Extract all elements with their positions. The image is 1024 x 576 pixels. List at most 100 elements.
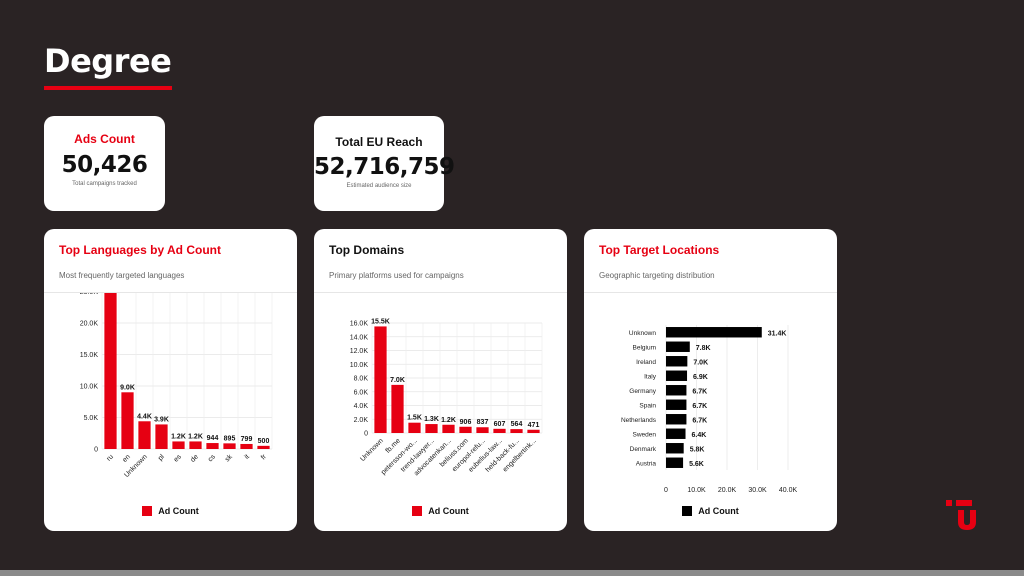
data-label: 7.8K xyxy=(696,345,711,352)
y-tick-label: Germany xyxy=(629,388,656,395)
domains-chart: 0 2.0K 4.0K 6.0K 8.0K 10.0K 12.0K 14.0K 16.0K 15.… xyxy=(350,318,543,477)
y-tick-label: 2.0K xyxy=(354,417,369,424)
y-tick-label: Spain xyxy=(639,402,656,409)
x-tick-label: cs xyxy=(207,453,217,463)
data-label: 1.5K xyxy=(407,415,422,422)
y-tick-label: 16.0K xyxy=(350,321,369,328)
data-label: 9.0K xyxy=(120,384,135,391)
data-label: 799 xyxy=(241,436,253,443)
x-tick-label: Unknown xyxy=(359,437,385,463)
bar xyxy=(155,424,168,449)
bar xyxy=(374,326,387,433)
ads-count-value: 50,426 xyxy=(61,152,148,178)
legend-swatch xyxy=(682,505,693,516)
data-label: 837 xyxy=(477,419,489,426)
bar xyxy=(172,441,185,449)
y-tick-label: 10.0K xyxy=(350,362,369,369)
data-label: 7.0K xyxy=(390,377,405,384)
x-tick-label: ru xyxy=(106,453,115,462)
bar xyxy=(240,443,253,449)
data-label: 1.2K xyxy=(188,433,203,440)
bar xyxy=(666,428,686,439)
data-label: 7.0K xyxy=(693,359,708,366)
bar xyxy=(459,426,472,433)
page-title: Degree xyxy=(44,42,172,80)
data-label: 906 xyxy=(460,419,472,426)
y-tick-label: 14.0K xyxy=(350,334,369,341)
data-label: 500 xyxy=(258,438,270,445)
y-tick-label: Italy xyxy=(644,373,657,380)
domains-title: Top Domains xyxy=(329,243,405,257)
bar xyxy=(121,392,134,449)
bar xyxy=(138,421,151,449)
y-tick-label: 10.0K xyxy=(80,384,99,391)
legend-label: Ad Count xyxy=(428,506,469,516)
bar xyxy=(476,427,489,433)
bar xyxy=(442,424,455,433)
y-tick-label: Denmark xyxy=(630,446,657,453)
y-tick-label: 5.0K xyxy=(84,415,99,422)
y-tick-label: Netherlands xyxy=(621,417,657,424)
bar xyxy=(666,370,688,381)
y-tick-label: 15.0K xyxy=(80,352,99,359)
data-label: 5.6K xyxy=(689,461,704,468)
y-tick-label: 12.0K xyxy=(350,348,369,355)
languages-legend[interactable]: Ad Count xyxy=(44,505,297,517)
legend-label: Ad Count xyxy=(158,506,199,516)
domains-legend[interactable]: Ad Count xyxy=(314,505,567,517)
bar xyxy=(391,384,404,433)
eu-reach-label: Total EU Reach xyxy=(335,135,423,149)
data-label: 1.2K xyxy=(441,417,456,424)
bar xyxy=(527,429,540,433)
languages-chart: 05.0K10.0K15.0K20.0K25.0K30.0K26.9Kru9.0… xyxy=(80,293,273,479)
data-label: 564 xyxy=(511,421,523,428)
bar xyxy=(223,443,236,449)
eu-reach-sub: Estimated audience size xyxy=(346,183,412,189)
bar xyxy=(425,424,438,433)
y-tick-label: 8.0K xyxy=(354,376,369,383)
data-label: 607 xyxy=(494,421,506,428)
bar xyxy=(257,445,270,449)
data-label: 1.3K xyxy=(424,416,439,423)
legend-swatch xyxy=(142,505,153,516)
eu-reach-value: 52,716,759 xyxy=(314,154,455,180)
x-tick-label: es xyxy=(173,453,184,464)
y-tick-label: 0 xyxy=(94,447,98,454)
divider xyxy=(314,292,567,293)
bar xyxy=(493,428,506,433)
ads-count-sub: Total campaigns tracked xyxy=(72,181,137,187)
ads-count-label: Ads Count xyxy=(74,132,135,146)
y-tick-label: Sweden xyxy=(633,431,657,438)
x-tick-label: 10.0K xyxy=(687,487,706,493)
bar xyxy=(666,356,688,367)
data-label: 5.8K xyxy=(690,446,705,453)
data-label: 6.4K xyxy=(692,432,707,439)
y-tick-label: 4.0K xyxy=(354,403,369,410)
x-tick-label: en xyxy=(121,453,132,464)
bar xyxy=(666,341,690,352)
y-tick-label: Unknown xyxy=(629,330,656,337)
bar xyxy=(666,327,762,338)
data-label: 31.4K xyxy=(768,330,787,337)
domains-subtitle: Primary platforms used for campaigns xyxy=(329,271,464,280)
y-tick-label: Belgium xyxy=(633,344,656,351)
y-tick-label: 6.0K xyxy=(354,389,369,396)
data-label: 471 xyxy=(528,422,540,429)
bar xyxy=(666,385,687,396)
data-label: 895 xyxy=(224,435,236,442)
eu-reach-card: Total EU Reach 52,716,759 Estimated audi… xyxy=(314,116,455,211)
data-label: 1.2K xyxy=(171,433,186,440)
data-label: 15.5K xyxy=(371,318,390,325)
domains-card: Top Domains Primary platforms used for c… xyxy=(314,229,567,531)
brand-logo xyxy=(946,498,982,539)
y-tick-label: 25.0K xyxy=(80,293,99,296)
locations-legend[interactable]: Ad Count xyxy=(584,505,837,517)
x-tick-label: 40.0K xyxy=(779,487,798,493)
divider xyxy=(44,292,297,293)
legend-label: Ad Count xyxy=(698,506,739,516)
data-label: 4.4K xyxy=(137,413,152,420)
y-tick-label: Ireland xyxy=(636,359,656,366)
bar xyxy=(206,443,219,449)
locations-chart: 0 10.0K 20.0K 30.0K 40.0K 31.4K Unknown 7.8K Bel… xyxy=(621,325,798,493)
bar xyxy=(408,422,421,433)
